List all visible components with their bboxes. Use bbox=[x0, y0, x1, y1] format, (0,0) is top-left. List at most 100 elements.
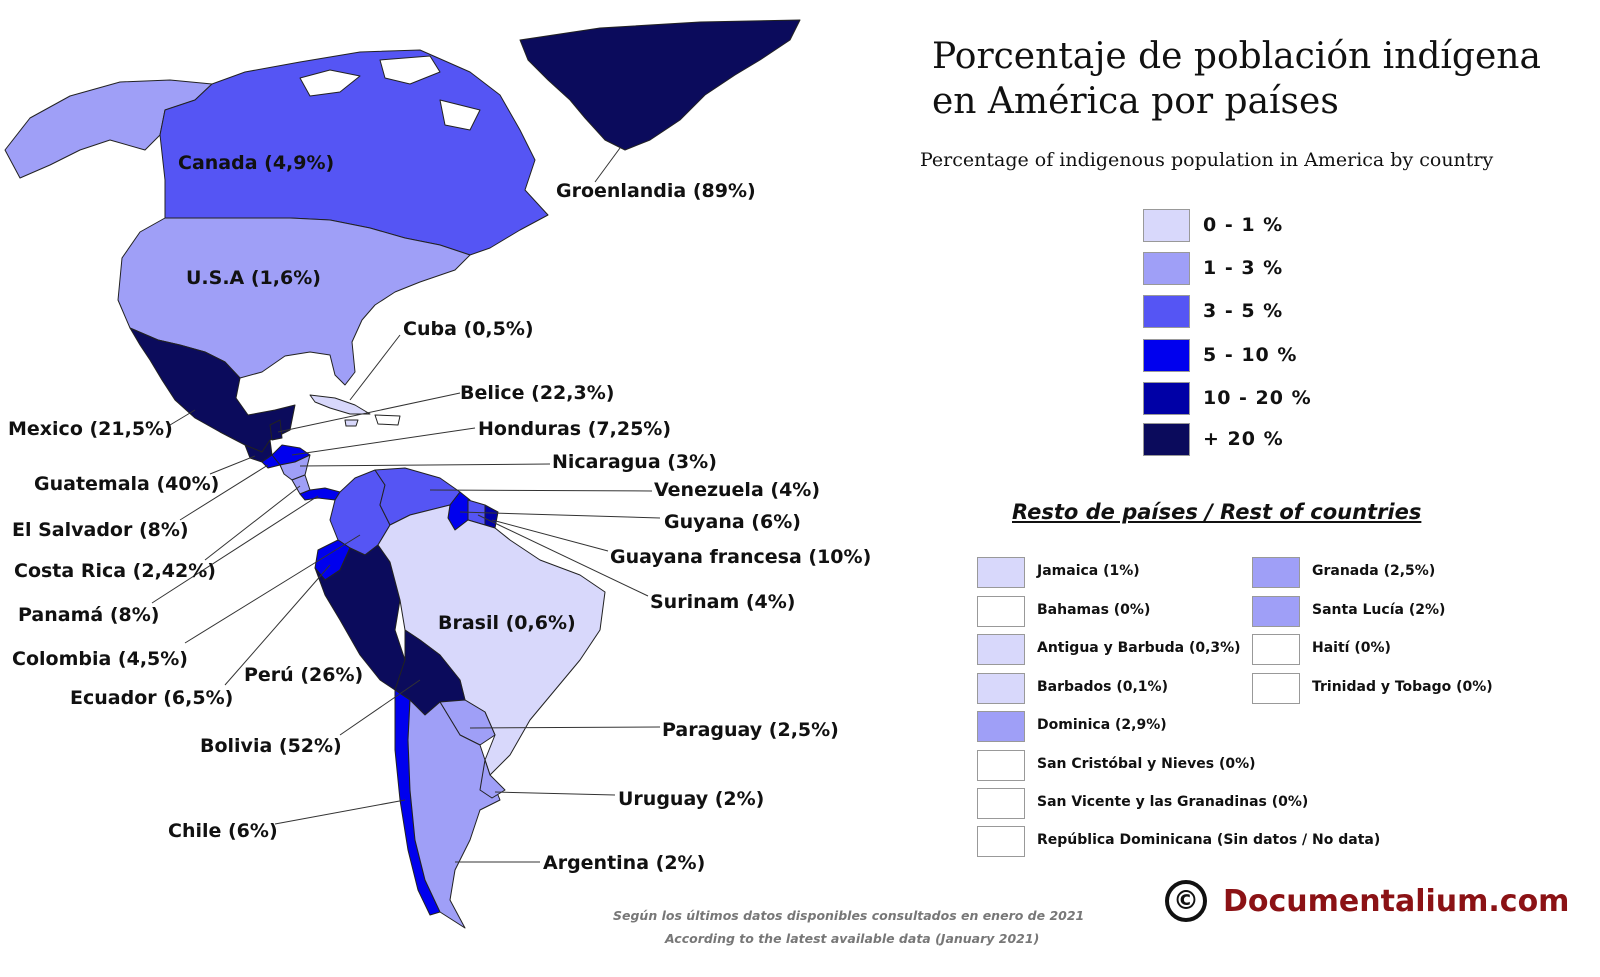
legend-swatch bbox=[1143, 382, 1190, 415]
label-guatemala: Guatemala (40%) bbox=[34, 473, 220, 495]
rest-label: República Dominicana (Sin datos / No dat… bbox=[1037, 832, 1381, 848]
rest-item: Dominica (2,9%) bbox=[977, 711, 1337, 742]
rest-label: San Cristóbal y Nieves (0%) bbox=[1037, 756, 1256, 772]
legend-label: 0 - 1 % bbox=[1203, 214, 1284, 236]
label-surinam: Surinam (4%) bbox=[650, 591, 796, 613]
title-line-1: Porcentaje de población indígena bbox=[932, 36, 1541, 77]
rest-label: Barbados (0,1%) bbox=[1037, 679, 1168, 695]
label-costa-rica: Costa Rica (2,42%) bbox=[14, 560, 216, 582]
title-line-2: en América por países bbox=[932, 81, 1339, 122]
rest-label: Jamaica (1%) bbox=[1037, 563, 1140, 579]
leader-groenlandia bbox=[594, 147, 621, 183]
rest-swatch bbox=[977, 673, 1025, 704]
leader-guyana bbox=[459, 511, 661, 519]
leader-ecuador bbox=[224, 564, 331, 686]
label-paraguay: Paraguay (2,5%) bbox=[662, 719, 839, 741]
rest-swatch bbox=[1252, 596, 1300, 627]
rest-item: Trinidad y Tobago (0%) bbox=[1252, 673, 1552, 704]
legend-label: 5 - 10 % bbox=[1203, 344, 1298, 366]
rest-label: Antigua y Barbuda (0,3%) bbox=[1037, 640, 1241, 656]
rest-swatch bbox=[1252, 634, 1300, 665]
rest-label: Haití (0%) bbox=[1312, 640, 1391, 656]
label-argentina: Argentina (2%) bbox=[543, 852, 706, 874]
rest-swatch bbox=[977, 557, 1025, 588]
country-cuba bbox=[309, 394, 371, 415]
label-brasil: Brasil (0,6%) bbox=[438, 612, 576, 634]
rest-swatch bbox=[977, 788, 1025, 819]
rest-item: República Dominicana (Sin datos / No dat… bbox=[977, 826, 1380, 857]
legend-item: + 20 % bbox=[1143, 423, 1363, 456]
legend-label: + 20 % bbox=[1203, 428, 1284, 450]
leader-guayana-francesa bbox=[491, 519, 609, 552]
label-bolivia: Bolivia (52%) bbox=[200, 735, 342, 757]
leader-surinam bbox=[477, 514, 649, 597]
leader-paraguay bbox=[469, 726, 661, 729]
legend-swatch bbox=[1143, 423, 1190, 456]
label-peru: Perú (26%) bbox=[244, 664, 364, 686]
map-title: Porcentaje de población indígena en Amér… bbox=[932, 34, 1572, 124]
rest-label: Bahamas (0%) bbox=[1037, 602, 1151, 618]
label-honduras: Honduras (7,25%) bbox=[478, 418, 672, 440]
rest-item: San Cristóbal y Nieves (0%) bbox=[977, 750, 1337, 781]
leader-costa-rica bbox=[204, 485, 301, 561]
country-uruguay bbox=[479, 759, 506, 799]
country-argentina bbox=[407, 699, 501, 929]
label-guyana: Guyana (6%) bbox=[664, 511, 801, 533]
label-cuba: Cuba (0,5%) bbox=[403, 318, 534, 340]
label-colombia: Colombia (4,5%) bbox=[12, 648, 188, 670]
legend-swatch bbox=[1143, 295, 1190, 328]
leader-venezuela bbox=[429, 489, 653, 492]
rest-item: Granada (2,5%) bbox=[1252, 557, 1552, 588]
country-mexico bbox=[129, 327, 296, 453]
rest-label: Dominica (2,9%) bbox=[1037, 717, 1167, 733]
label-usa: U.S.A (1,6%) bbox=[186, 267, 321, 289]
legend-item: 5 - 10 % bbox=[1143, 339, 1363, 372]
label-panama: Panamá (8%) bbox=[18, 604, 160, 626]
rest-swatch bbox=[1252, 557, 1300, 588]
label-nicaragua: Nicaragua (3%) bbox=[552, 451, 717, 473]
legend-item: 1 - 3 % bbox=[1143, 252, 1363, 285]
country-greenland bbox=[519, 19, 801, 151]
rest-swatch bbox=[977, 596, 1025, 627]
legend-label: 1 - 3 % bbox=[1203, 257, 1284, 279]
rest-item: Antigua y Barbuda (0,3%) bbox=[977, 634, 1337, 665]
rest-item: Jamaica (1%) bbox=[977, 557, 1337, 588]
country-peru bbox=[314, 544, 406, 691]
label-venezuela: Venezuela (4%) bbox=[654, 479, 821, 501]
leader-colombia bbox=[184, 534, 361, 644]
legend-item: 0 - 1 % bbox=[1143, 209, 1363, 242]
rest-swatch bbox=[977, 634, 1025, 665]
rest-label: San Vicente y las Granadinas (0%) bbox=[1037, 794, 1309, 810]
rest-item: Haití (0%) bbox=[1252, 634, 1552, 665]
label-el-salvador: El Salvador (8%) bbox=[12, 519, 189, 541]
leader-chile bbox=[274, 799, 406, 825]
country-french-guiana bbox=[484, 504, 499, 529]
rest-label: Trinidad y Tobago (0%) bbox=[1312, 679, 1493, 695]
copyright-icon: © bbox=[1165, 880, 1207, 922]
legend-label: 10 - 20 % bbox=[1203, 387, 1312, 409]
rest-label: Santa Lucía (2%) bbox=[1312, 602, 1446, 618]
note-spanish: Según los últimos datos disponibles cons… bbox=[613, 908, 1085, 923]
label-ecuador: Ecuador (6,5%) bbox=[70, 687, 234, 709]
leader-mexico bbox=[169, 409, 196, 426]
legend-item: 3 - 5 % bbox=[1143, 295, 1363, 328]
rest-title: Resto de países / Rest of countries bbox=[1012, 500, 1422, 524]
legend-swatch bbox=[1143, 209, 1190, 242]
arctic-islands bbox=[299, 55, 481, 131]
leader-uruguay bbox=[494, 791, 616, 796]
legend-label: 3 - 5 % bbox=[1203, 300, 1284, 322]
leader-guatemala bbox=[209, 455, 256, 475]
leader-el-salvador bbox=[179, 464, 269, 521]
leader-belice bbox=[277, 392, 461, 433]
rest-item: San Vicente y las Granadinas (0%) bbox=[977, 788, 1337, 819]
label-mexico: Mexico (21,5%) bbox=[8, 418, 173, 440]
rest-item: Barbados (0,1%) bbox=[977, 673, 1337, 704]
country-jamaica bbox=[344, 419, 359, 427]
leader-honduras bbox=[291, 427, 476, 456]
leader-bolivia bbox=[339, 679, 421, 736]
label-chile: Chile (6%) bbox=[168, 820, 278, 842]
rest-item: Santa Lucía (2%) bbox=[1252, 596, 1552, 627]
rest-label: Granada (2,5%) bbox=[1312, 563, 1436, 579]
label-groenlandia: Groenlandia (89%) bbox=[556, 180, 756, 202]
